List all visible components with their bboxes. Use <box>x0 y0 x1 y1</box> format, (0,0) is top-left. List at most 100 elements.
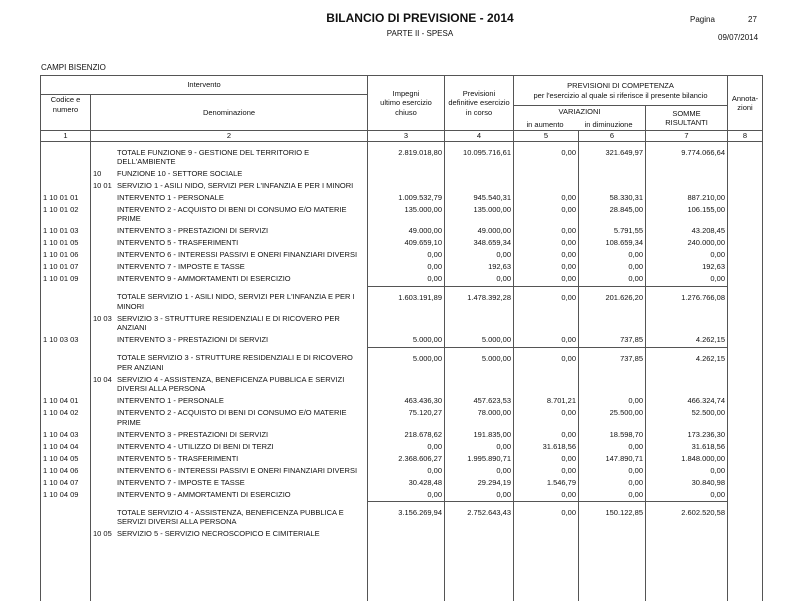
amount-cell: 240.000,00 <box>645 238 729 250</box>
denomination-cell: INTERVENTO 4 - UTILIZZO DI BENI DI TERZI <box>89 441 369 454</box>
amount-cell: 0,00 <box>645 274 729 286</box>
amount: 0,00 <box>561 274 577 283</box>
amount-cell: 5.791,55 <box>578 226 647 238</box>
header-line: Annota- <box>731 93 759 103</box>
text-line: FUNZIONE 10 - SETTORE SOCIALE <box>117 168 243 178</box>
amount: 25.500,00 <box>609 408 644 417</box>
text-line: TOTALE SERVIZIO 1 - ASILI NIDO, SERVIZI … <box>117 292 355 301</box>
annotation-cell <box>727 180 764 193</box>
denomination-text: INTERVENTO 3 - PRESTAZIONI DI SERVIZI <box>117 226 268 236</box>
amount: 4.262,15 <box>695 335 726 344</box>
code-cell <box>40 374 91 396</box>
code-cell: 1 10 03 03 <box>40 335 91 347</box>
code-cell: 1 10 04 09 <box>40 489 91 502</box>
section-number: 10 01 <box>93 180 112 190</box>
annotation-cell <box>727 250 764 262</box>
amount: 4.262,15 <box>695 353 726 363</box>
amount-cell <box>578 168 647 181</box>
amount-cell: 0,00 <box>513 501 580 529</box>
amount: 30.840,98 <box>691 477 726 487</box>
amount-cell: 0,00 <box>444 489 515 502</box>
annotation-cell <box>727 313 764 335</box>
amount-cell <box>645 313 729 335</box>
amount-cell: 0,00 <box>578 250 647 262</box>
text-line: PER ANZIANI <box>117 362 164 372</box>
amount: 0,00 <box>710 489 726 499</box>
section-code: 10 01 <box>93 181 117 191</box>
code: 1 10 01 02 <box>43 204 79 214</box>
text-line: INTERVENTO 2 - ACQUISTO DI BENI DI CONSU… <box>117 204 347 214</box>
text-line: SERVIZIO 5 - SERVIZIO NECROSCOPICO E CIM… <box>117 529 320 538</box>
code: 1 10 01 06 <box>43 250 79 259</box>
amount: 0,00 <box>628 465 644 475</box>
amount: 18.598,70 <box>609 429 644 439</box>
text-line: MINORI <box>117 301 145 311</box>
code: 1 10 04 03 <box>43 429 79 439</box>
impegni-header: Impegni ultimo esercizio chiuso <box>367 75 446 131</box>
text-line: TOTALE SERVIZIO 3 - STRUTTURE RESIDENZIA… <box>117 353 353 362</box>
amount-cell: 0,00 <box>578 262 647 274</box>
amount-cell: 2.752.643,43 <box>444 501 515 529</box>
amount-cell: 0,00 <box>578 396 647 408</box>
section-number: 10 03 <box>93 313 112 323</box>
amount-cell: 147.890,71 <box>578 453 647 466</box>
header-line: ultimo esercizio <box>380 98 432 108</box>
amount: 0,00 <box>427 489 443 499</box>
amount-cell: 5.000,00 <box>444 346 515 375</box>
amount-cell: 0,00 <box>367 489 446 502</box>
amount: 0,00 <box>427 274 443 283</box>
amount-cell: 0,00 <box>367 441 446 454</box>
denomination-text: TOTALE FUNZIONE 9 - GESTIONE DEL TERRITO… <box>117 148 309 167</box>
denomination: INTERVENTO 4 - UTILIZZO DI BENI DI TERZI <box>93 442 365 452</box>
section-code: 10 <box>93 169 117 179</box>
amount-cell: 78.000,00 <box>444 408 515 430</box>
amount: 463.436,30 <box>404 396 443 405</box>
item-row: 1 10 04 09 INTERVENTO 9 - AMMORTAMENTI DI… <box>40 489 764 502</box>
section-code <box>93 262 117 272</box>
amount: 2.602.520,58 <box>681 508 726 517</box>
amount-cell: 0,00 <box>513 140 580 169</box>
date: 09/07/2014 <box>718 33 759 42</box>
amount: 0,00 <box>427 262 443 271</box>
denomination-text: INTERVENTO 3 - PRESTAZIONI DI SERVIZI <box>117 430 268 440</box>
denomination-cell: INTERVENTO 5 - TRASFERIMENTI <box>89 238 369 250</box>
denomination-text: INTERVENTO 5 - TRASFERIMENTI <box>117 454 238 464</box>
header-line: numero <box>52 104 79 114</box>
section-code <box>93 353 117 372</box>
page-label: Pagina <box>690 15 715 24</box>
amount-cell: 737,85 <box>578 335 647 347</box>
denomination-text: INTERVENTO 3 - PRESTAZIONI DI SERVIZI <box>117 335 268 345</box>
amount: 0,00 <box>561 408 577 417</box>
amount-cell <box>513 374 580 396</box>
amount-cell: 75.120,27 <box>367 408 446 430</box>
annotation-cell <box>727 429 764 442</box>
amount-cell: 1.478.392,28 <box>444 285 515 314</box>
amount-cell: 0,00 <box>513 346 580 375</box>
column-number: 4 <box>444 130 515 142</box>
amount-cell: 0,00 <box>513 204 580 226</box>
section-code <box>93 508 117 527</box>
section-code <box>93 238 117 248</box>
text-line: INTERVENTO 7 - IMPOSTE E TASSE <box>117 477 245 487</box>
item-row: 1 10 04 05 INTERVENTO 5 - TRASFERIMENTI 2.… <box>40 453 764 466</box>
denomination-text: INTERVENTO 1 - PERSONALE <box>117 396 224 406</box>
code: 1 10 01 09 <box>43 274 79 283</box>
text-line: ANZIANI <box>117 323 147 332</box>
amount: 0,00 <box>496 465 512 475</box>
denomination: TOTALE FUNZIONE 9 - GESTIONE DEL TERRITO… <box>93 148 365 167</box>
amount: 0,00 <box>496 489 512 499</box>
somme-header: SOMME RISULTANTI <box>645 105 729 131</box>
amount: 0,00 <box>561 262 577 271</box>
amount: 8.701,21 <box>546 396 577 405</box>
amount-cell: 0,00 <box>513 238 580 250</box>
denomination-cell: INTERVENTO 6 - INTERESSI PASSIVI E ONERI… <box>89 250 369 262</box>
section-code <box>93 396 117 406</box>
amount: 0,00 <box>427 441 443 451</box>
amount-cell <box>578 529 647 541</box>
amount: 9.774.066,64 <box>681 147 726 157</box>
page: Bilancio html,body{margin:0;padding:0;ba… <box>39 11 764 601</box>
amount: 1.848.000,00 <box>681 453 726 463</box>
section-code <box>93 454 117 464</box>
denomination-cell: INTERVENTO 7 - IMPOSTE E TASSE <box>89 262 369 274</box>
